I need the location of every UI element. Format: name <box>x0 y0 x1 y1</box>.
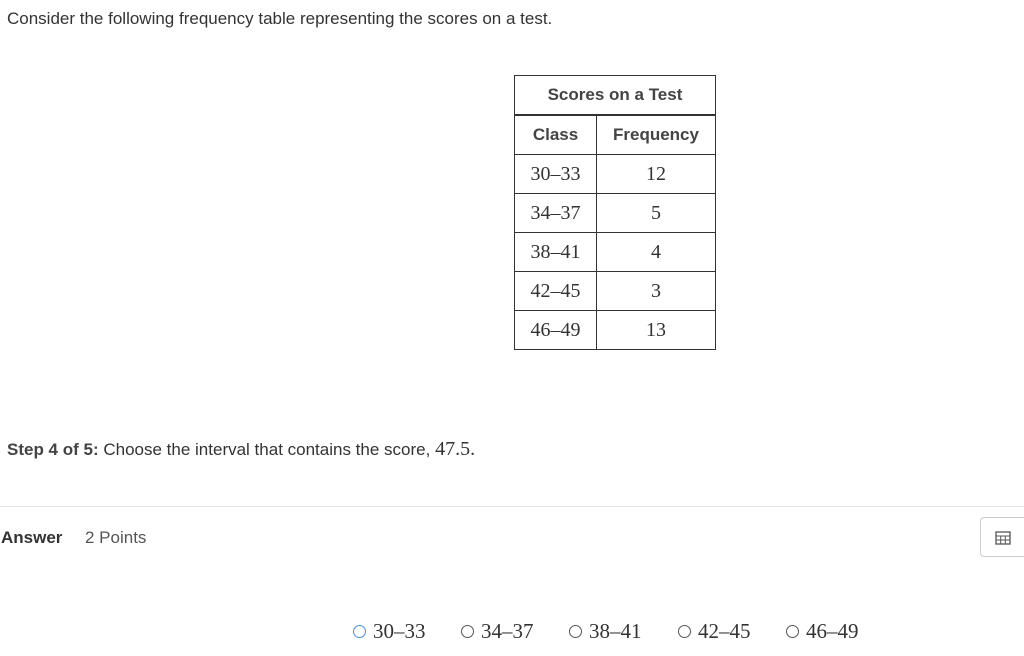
step-text: Choose the interval that contains the sc… <box>103 440 431 459</box>
column-header: Class <box>514 114 597 155</box>
points-label: 2 Points <box>85 528 147 547</box>
step-label: Step 4 of 5: <box>7 440 99 459</box>
frequency-cell: 13 <box>596 310 716 350</box>
class-cell: 38–41 <box>514 232 597 272</box>
class-cell: 46–49 <box>514 310 597 350</box>
radio[interactable] <box>353 625 366 638</box>
option[interactable]: 42–45 <box>678 619 751 644</box>
radio[interactable] <box>569 625 582 638</box>
class-cell: 30–33 <box>514 154 597 194</box>
option-label: 38–41 <box>589 619 642 643</box>
radio[interactable] <box>461 625 474 638</box>
radio[interactable] <box>786 625 799 638</box>
option[interactable]: 38–41 <box>569 619 642 644</box>
column-header: Frequency <box>596 114 716 155</box>
frequency-cell: 5 <box>596 193 716 233</box>
calculator-icon <box>995 531 1011 545</box>
option-label: 42–45 <box>698 619 751 643</box>
option-label: 30–33 <box>373 619 426 643</box>
frequency-cell: 4 <box>596 232 716 272</box>
frequency-cell: 3 <box>596 271 716 311</box>
step-prompt: Step 4 of 5: Choose the interval that co… <box>7 438 475 461</box>
option-label: 46–49 <box>806 619 859 643</box>
option[interactable]: 30–33 <box>353 619 426 644</box>
option[interactable]: 34–37 <box>461 619 534 644</box>
divider <box>0 506 1024 507</box>
class-cell: 42–45 <box>514 271 597 311</box>
frequency-table: Scores on a Test Class Frequency 30–33 12… <box>514 75 716 350</box>
option[interactable]: 46–49 <box>786 619 859 644</box>
answer-label: Answer <box>1 528 63 547</box>
step-value: 47.5. <box>435 438 476 460</box>
frequency-cell: 12 <box>596 154 716 194</box>
intro-text: Consider the following frequency table r… <box>7 9 553 28</box>
calculator-button[interactable] <box>980 517 1024 557</box>
option-label: 34–37 <box>481 619 534 643</box>
table-title: Scores on a Test <box>514 75 716 116</box>
class-cell: 34–37 <box>514 193 597 233</box>
radio[interactable] <box>678 625 691 638</box>
